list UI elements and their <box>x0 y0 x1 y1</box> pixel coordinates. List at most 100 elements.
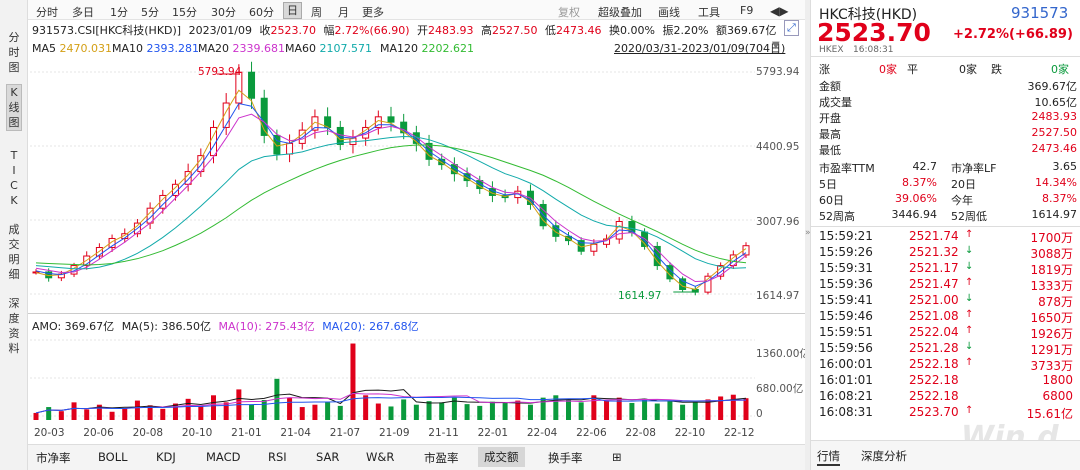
overlay-button[interactable]: 超级叠加 <box>598 6 642 19</box>
add-indicator-icon[interactable]: ⊞ <box>612 450 622 464</box>
splitter[interactable] <box>805 0 810 470</box>
panel-arrows-icon[interactable]: ◀▶ <box>770 4 789 18</box>
tick-price: 2521.17 <box>909 261 959 275</box>
volume-bar <box>413 404 419 420</box>
volume-bar <box>426 401 432 420</box>
volume-chart[interactable] <box>30 336 755 422</box>
period-15min[interactable]: 15分 <box>172 6 197 19</box>
y-tick: 3007.96 <box>756 216 800 228</box>
amo-ma5: MA(5): 386.50亿 <box>121 320 211 333</box>
high-value: 2527.50 <box>492 24 538 37</box>
f9-button[interactable]: F9 <box>740 4 754 17</box>
volume-bar <box>71 402 77 420</box>
amount-value: 369.67亿 <box>726 24 777 37</box>
volume-bar <box>464 404 470 420</box>
candle <box>400 121 408 134</box>
tick-volume: 3733万 <box>1030 359 1073 373</box>
tab-trade-detail[interactable]: 成交明细 <box>8 223 20 281</box>
x-tick: 22-06 <box>576 427 607 439</box>
tab-wr[interactable]: W&R <box>366 450 395 464</box>
tab-depth[interactable]: 深度资料 <box>8 297 20 355</box>
stat-label: 最高 <box>819 128 841 141</box>
ma20-legend: MA20 2339.681 <box>198 42 286 55</box>
breadth-row: 涨 0家 平 0家 跌 0家 <box>819 61 1077 77</box>
vol-tick: 680.00亿 <box>756 383 804 395</box>
tab-amount[interactable]: 成交额 <box>478 447 525 467</box>
tab-kdj[interactable]: KDJ <box>156 450 176 464</box>
breadth-down: 0家 <box>1051 63 1069 76</box>
period-1min[interactable]: 1分 <box>110 6 128 19</box>
candle <box>552 225 560 237</box>
tick-price: 2522.18 <box>909 357 959 371</box>
tools-button[interactable]: 工具 <box>698 6 720 19</box>
period-multiday[interactable]: 多日 <box>72 6 94 19</box>
tab-turnover[interactable]: 换手率 <box>548 451 583 465</box>
volume-bar <box>134 400 140 420</box>
amp-value: 2.72%(66.90) <box>334 24 410 37</box>
last-price: 2523.70 <box>817 18 931 47</box>
range-dropdown-icon[interactable]: ▼ <box>772 40 780 51</box>
volume-bar <box>312 404 318 420</box>
tab-macd[interactable]: MACD <box>206 450 241 464</box>
volume-bar <box>566 399 571 420</box>
tab-quote[interactable]: 行情 <box>817 448 840 466</box>
period-week[interactable]: 周 <box>311 6 322 19</box>
x-tick: 22-12 <box>724 427 755 439</box>
period-5min[interactable]: 5分 <box>141 6 159 19</box>
tick-time: 15:59:21 <box>819 229 873 243</box>
period-month[interactable]: 月 <box>338 6 349 19</box>
period-more[interactable]: 更多 <box>362 6 384 19</box>
x-tick: 21-09 <box>379 427 410 439</box>
tab-intraday[interactable]: 分时图 <box>8 31 20 74</box>
date-range[interactable]: 2020/03/31-2023/01/09(704日) <box>614 42 786 55</box>
tick-time: 15:59:31 <box>819 261 873 275</box>
metric-label: 20日 <box>951 178 976 191</box>
collapse-icon[interactable]: » <box>805 228 811 238</box>
volume-bar <box>401 399 407 420</box>
expand-icon[interactable]: ⤢ <box>784 20 799 36</box>
period-60min[interactable]: 60分 <box>249 6 274 19</box>
volume-bar <box>33 412 39 420</box>
candle <box>311 116 319 131</box>
metric-label: 今年 <box>951 194 973 207</box>
volume-bar <box>718 396 724 420</box>
metric-row: 5日 8.37% 20日 14.34% <box>819 176 1077 192</box>
metric-label: 市盈率TTM <box>819 162 875 175</box>
volume-bar <box>451 397 457 420</box>
period-day[interactable]: 日 <box>283 2 302 19</box>
tab-depth-analysis[interactable]: 深度分析 <box>861 449 907 463</box>
volume-bar <box>705 399 711 420</box>
turnover-label: 换 <box>609 24 621 37</box>
adjust-button[interactable]: 复权 <box>558 6 580 19</box>
x-tick: 20-03 <box>34 427 65 439</box>
metric-value: 14.34% <box>1035 176 1077 189</box>
stat-value: 2527.50 <box>1031 126 1078 139</box>
security-name: HKC科技(HKD) <box>819 7 918 23</box>
draw-line-button[interactable]: 画线 <box>658 6 680 19</box>
period-intraday[interactable]: 分时 <box>36 6 58 19</box>
security-code[interactable]: 931573 <box>1011 4 1069 22</box>
tab-rsi[interactable]: RSI <box>268 450 287 464</box>
open-value: 2483.93 <box>428 24 474 37</box>
kline-chart[interactable] <box>30 58 755 308</box>
stat-row: 成交量 10.65亿 <box>819 94 1077 110</box>
ma-line-ma10 <box>35 102 747 287</box>
tab-boll[interactable]: BOLL <box>98 450 128 464</box>
amount-label: 额 <box>715 24 727 37</box>
tab-pe[interactable]: 市盈率 <box>424 451 459 465</box>
x-tick: 21-04 <box>280 427 311 439</box>
tab-sar[interactable]: SAR <box>316 450 340 464</box>
volume-bar <box>350 343 356 420</box>
volume-bar <box>375 403 381 420</box>
period-30min[interactable]: 30分 <box>211 6 236 19</box>
up-arrow-icon: ↑ <box>965 405 974 416</box>
volume-bar <box>198 405 204 420</box>
candle <box>628 220 636 233</box>
volume-bar <box>249 404 255 420</box>
volume-bar <box>591 395 597 420</box>
tab-pb[interactable]: 市净率 <box>36 451 71 465</box>
tick-row: 16:00:01 2522.18 ↑ 3733万 <box>819 357 1077 373</box>
